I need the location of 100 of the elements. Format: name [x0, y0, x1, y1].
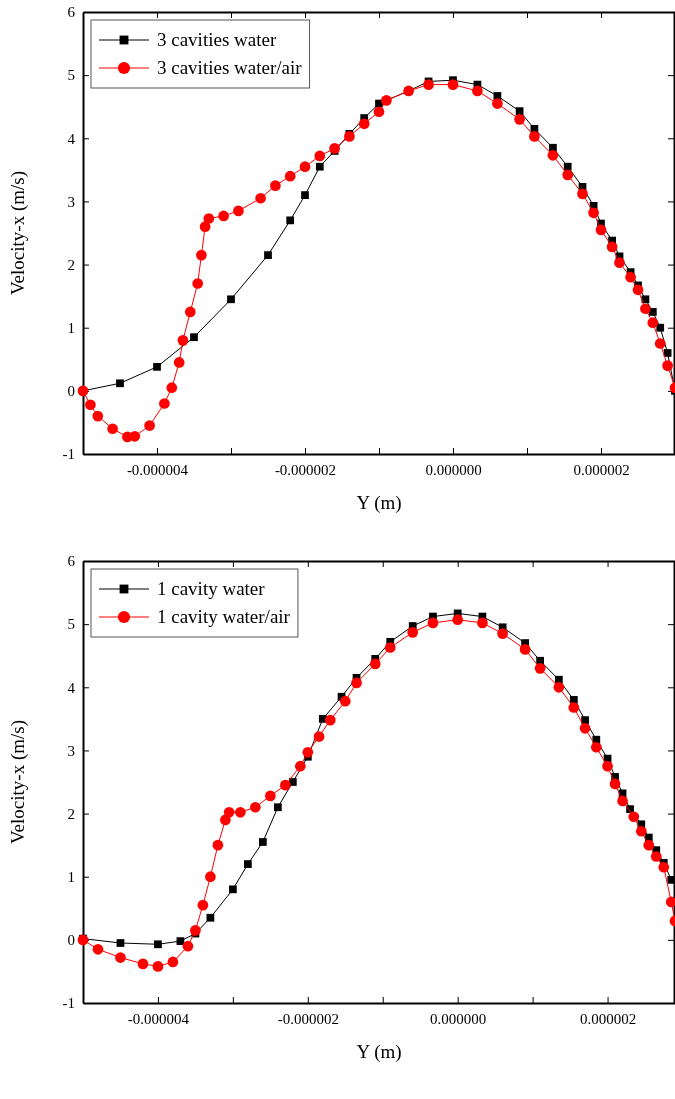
point	[588, 207, 599, 219]
point	[351, 677, 362, 689]
point	[529, 131, 540, 142]
x-tick-label: -0.000002	[277, 1010, 339, 1027]
point	[192, 278, 204, 289]
y-tick-label: 5	[67, 616, 75, 633]
point	[206, 913, 215, 922]
point	[92, 943, 104, 955]
point	[369, 658, 381, 670]
y-tick-label: -1	[62, 995, 75, 1012]
legend-label: 1 cavity water	[157, 578, 266, 599]
point	[381, 95, 392, 106]
point	[301, 191, 309, 199]
point	[153, 362, 161, 371]
y-axis-title: Velocity-x (m/s)	[7, 719, 29, 845]
point	[614, 257, 625, 269]
point	[492, 98, 503, 109]
x-tick-label: 0.000002	[579, 1010, 637, 1027]
x-tick-label: -0.000004	[126, 461, 189, 478]
point	[116, 939, 125, 947]
y-tick-label: 2	[67, 805, 75, 822]
point	[662, 360, 673, 371]
x-tick-label: -0.000002	[274, 461, 337, 478]
point	[243, 860, 252, 868]
point	[643, 839, 655, 851]
point	[190, 925, 201, 936]
point	[250, 801, 261, 813]
point	[85, 399, 96, 411]
point	[628, 811, 640, 823]
point	[264, 251, 272, 259]
point	[609, 778, 621, 790]
point	[452, 614, 464, 626]
point	[258, 838, 267, 846]
point	[273, 803, 282, 812]
point	[579, 722, 591, 734]
point	[477, 617, 488, 629]
point	[534, 663, 546, 674]
point	[154, 940, 162, 949]
point	[324, 714, 336, 726]
point	[358, 118, 370, 130]
point	[407, 627, 419, 638]
point	[190, 333, 198, 342]
point	[176, 937, 185, 945]
point	[562, 169, 574, 181]
point	[384, 642, 396, 653]
y-tick-label: -1	[62, 446, 75, 463]
y-tick-label: 4	[67, 679, 76, 696]
point	[302, 746, 314, 758]
point	[650, 851, 662, 862]
y-tick-label: 3	[67, 193, 75, 210]
point	[137, 958, 149, 970]
point	[654, 338, 666, 349]
point	[329, 143, 340, 154]
point	[423, 79, 434, 90]
point	[115, 952, 126, 963]
y-tick-label: 6	[67, 553, 76, 570]
point	[212, 839, 224, 851]
point	[279, 779, 291, 791]
point	[595, 224, 607, 236]
point	[107, 423, 118, 435]
y-tick-label: 6	[67, 4, 76, 21]
point	[166, 382, 178, 394]
point	[606, 241, 618, 253]
x-tick-label: -0.000004	[127, 1010, 190, 1027]
point	[635, 825, 647, 837]
y-tick-label: 5	[67, 67, 75, 84]
point	[472, 85, 483, 97]
y-tick-label: 4	[67, 130, 76, 147]
legend-label: 3 cavities water/air	[157, 57, 303, 78]
point	[373, 106, 385, 118]
point	[553, 681, 565, 693]
point	[497, 628, 508, 639]
point	[447, 79, 459, 90]
point	[617, 795, 628, 807]
point	[519, 644, 531, 655]
point	[577, 188, 588, 200]
y-tick-label: 3	[67, 742, 75, 759]
point	[167, 956, 179, 968]
y-tick-label: 1	[67, 320, 75, 337]
y-tick-label: 2	[67, 256, 75, 273]
point	[632, 284, 644, 296]
point	[514, 114, 525, 125]
point	[264, 790, 276, 802]
point	[427, 617, 439, 629]
point	[568, 702, 580, 713]
point	[602, 760, 613, 772]
x-tick-label: 0.000002	[573, 461, 630, 478]
point	[658, 861, 670, 873]
point	[218, 210, 229, 222]
point	[223, 806, 235, 818]
point	[640, 303, 651, 315]
point	[299, 161, 311, 173]
point	[284, 170, 296, 182]
point	[313, 731, 325, 742]
y-tick-label: 0	[67, 383, 75, 400]
x-axis-title: Y (m)	[356, 1041, 402, 1063]
point	[92, 410, 104, 422]
point	[339, 695, 351, 707]
point	[667, 876, 675, 884]
point	[270, 180, 281, 191]
